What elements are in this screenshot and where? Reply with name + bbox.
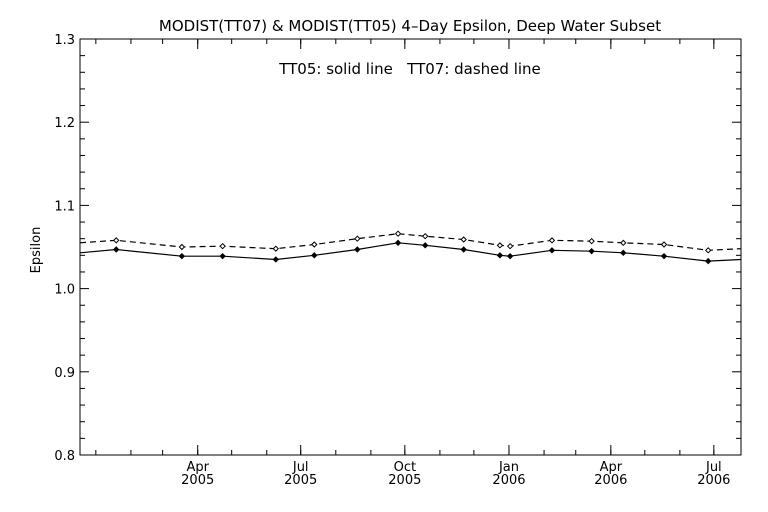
- series-dashed-point: [548, 237, 556, 244]
- series-dashed-point: [219, 242, 226, 250]
- series-dashed-point: [704, 247, 712, 254]
- x-tick-month: Apr: [600, 460, 623, 475]
- series-solid-point: [422, 242, 429, 249]
- series-line-solid: [79, 242, 742, 262]
- series-solid-point: [660, 252, 668, 260]
- series-dashed-point: [620, 239, 627, 247]
- x-tick-year: 2006: [697, 473, 730, 488]
- series-solid-point: [272, 256, 280, 263]
- y-axis: 0.8 0.9 1.0 1.1 1.2 1.3: [54, 33, 741, 464]
- series-dashed-point: [496, 242, 504, 249]
- series-dashed-point: [113, 237, 120, 244]
- series-dashed-point: [272, 245, 280, 252]
- series-solid-point: [354, 246, 361, 253]
- series-solid-point: [113, 246, 120, 253]
- x-tick-year: 2005: [388, 473, 421, 488]
- series-solid-point: [620, 249, 627, 257]
- x-axis: Apr2005Jul2005Oct2005Jan2006Apr2006Jul20…: [95, 39, 730, 488]
- x-tick-month: Jan: [498, 460, 519, 475]
- y-tick-label: 0.8: [54, 449, 75, 464]
- chart-title: MODIST(TT07) & MODIST(TT05) 4–Day Epsilo…: [159, 17, 661, 35]
- y-axis-label: Epsilon: [29, 227, 44, 274]
- series-solid-point: [506, 252, 514, 260]
- series-dashed-point: [422, 232, 429, 240]
- series-solid-point: [588, 247, 595, 255]
- x-tick-year: 2006: [492, 473, 525, 488]
- series-solid-point: [394, 239, 402, 247]
- series-solid-point: [178, 252, 186, 260]
- y-tick-label: 1.2: [54, 116, 75, 131]
- y-tick-label: 1.0: [54, 283, 75, 298]
- series-dashed-point: [354, 235, 361, 242]
- y-tick-label: 1.3: [54, 33, 75, 48]
- series-dashed-point: [506, 242, 514, 250]
- series-dashed-point: [311, 241, 318, 248]
- x-tick-month: Jul: [292, 460, 309, 475]
- x-tick-month: Apr: [186, 460, 209, 475]
- x-tick-year: 2005: [181, 473, 214, 488]
- series-dashed-point: [178, 243, 186, 251]
- series-solid-point: [460, 246, 467, 253]
- series-dashed-point: [660, 241, 668, 248]
- series-solid-point: [311, 252, 318, 259]
- series-solid-point: [219, 252, 226, 260]
- series-layer: [79, 230, 742, 265]
- series-dashed-point: [394, 230, 402, 237]
- series-solid-point: [496, 252, 504, 259]
- series-line-dashed: [79, 233, 742, 251]
- y-tick-label: 1.1: [54, 199, 75, 214]
- x-tick-year: 2006: [594, 473, 627, 488]
- chart-annotation: TT05: solid line TT07: dashed line: [278, 60, 541, 78]
- x-tick-month: Oct: [394, 460, 416, 475]
- series-solid-point: [548, 247, 556, 254]
- series-solid-point: [704, 257, 712, 265]
- x-tick-month: Jul: [705, 460, 722, 475]
- x-tick-year: 2005: [284, 473, 317, 488]
- series-dashed-point: [460, 236, 467, 243]
- y-tick-label: 0.9: [54, 366, 75, 381]
- series-dashed-point: [588, 237, 595, 245]
- plot-frame: [79, 38, 742, 456]
